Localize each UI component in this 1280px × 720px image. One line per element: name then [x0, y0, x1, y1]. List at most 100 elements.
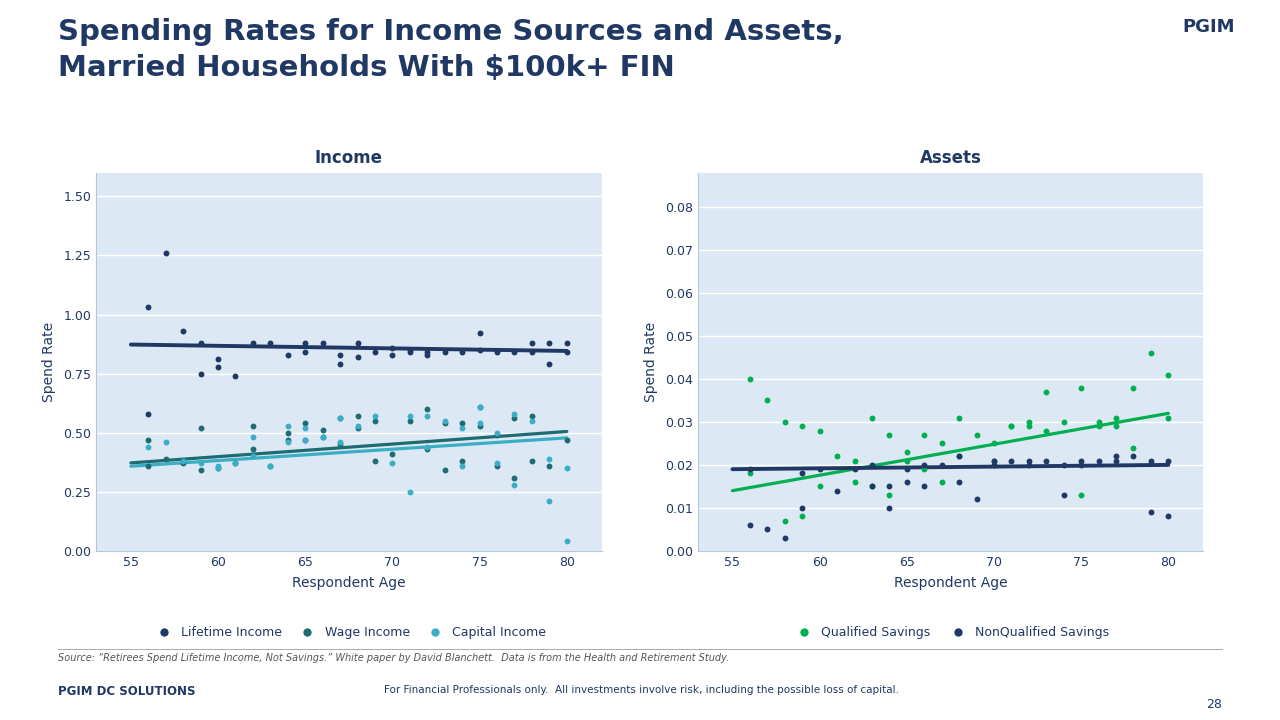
Point	[470, 420, 490, 431]
Point	[539, 495, 559, 507]
Text: 28: 28	[1207, 698, 1222, 711]
Point	[138, 460, 159, 472]
Point	[1053, 459, 1074, 471]
Text: PGIM DC SOLUTIONS: PGIM DC SOLUTIONS	[58, 685, 195, 698]
Point	[243, 420, 264, 431]
Point	[383, 458, 403, 469]
Point	[539, 460, 559, 472]
Point	[470, 401, 490, 413]
Point	[278, 436, 298, 448]
Point	[1106, 455, 1126, 467]
Point	[312, 337, 333, 348]
Point	[896, 477, 916, 488]
Point	[155, 248, 175, 259]
Point	[1140, 506, 1161, 518]
Point	[914, 481, 934, 492]
Point	[207, 361, 228, 372]
Text: For Financial Professionals only.  All investments involve risk, including the p: For Financial Professionals only. All in…	[384, 685, 899, 696]
Point	[879, 502, 900, 513]
Title: Income: Income	[315, 149, 383, 167]
Point	[260, 460, 280, 472]
Point	[1019, 455, 1039, 467]
Point	[155, 453, 175, 464]
Point	[557, 536, 577, 547]
Point	[278, 427, 298, 438]
Point	[1158, 412, 1179, 423]
Point	[948, 477, 969, 488]
Point	[294, 434, 315, 446]
Point	[312, 431, 333, 443]
Point	[504, 408, 525, 420]
Text: Source: “Retirees Spend Lifetime Income, Not Savings.” White paper by David Blan: Source: “Retirees Spend Lifetime Income,…	[58, 653, 728, 663]
Point	[1019, 416, 1039, 428]
Point	[522, 337, 543, 348]
Point	[365, 455, 385, 467]
Point	[557, 337, 577, 348]
Point	[984, 438, 1005, 449]
Point	[294, 418, 315, 429]
Point	[330, 413, 351, 424]
Point	[522, 415, 543, 427]
Point	[809, 481, 829, 492]
Point	[809, 425, 829, 436]
Point	[486, 427, 507, 438]
Point	[383, 349, 403, 361]
Point	[399, 410, 420, 422]
Point	[845, 477, 865, 488]
Point	[191, 337, 211, 348]
Point	[896, 446, 916, 458]
Point	[138, 434, 159, 446]
Text: PGIM: PGIM	[1183, 18, 1235, 36]
Point	[365, 346, 385, 358]
Point	[1071, 382, 1092, 393]
Point	[879, 481, 900, 492]
Point	[330, 359, 351, 370]
Point	[932, 459, 952, 471]
Point	[399, 344, 420, 356]
Point	[879, 489, 900, 500]
Point	[173, 325, 193, 337]
Point	[1124, 451, 1144, 462]
Point	[1106, 420, 1126, 432]
Point	[452, 460, 472, 472]
Point	[225, 370, 246, 382]
Point	[539, 453, 559, 464]
Point	[1019, 459, 1039, 471]
Point	[1071, 459, 1092, 471]
Point	[948, 412, 969, 423]
Point	[138, 302, 159, 313]
Point	[452, 346, 472, 358]
X-axis label: Respondent Age: Respondent Age	[893, 575, 1007, 590]
Point	[452, 455, 472, 467]
Point	[486, 429, 507, 441]
Point	[792, 502, 813, 513]
Point	[243, 451, 264, 462]
Point	[522, 455, 543, 467]
Point	[966, 429, 987, 441]
Legend: Lifetime Income, Wage Income, Capital Income: Lifetime Income, Wage Income, Capital In…	[146, 621, 552, 644]
X-axis label: Respondent Age: Respondent Age	[292, 575, 406, 590]
Point	[557, 434, 577, 446]
Point	[207, 460, 228, 472]
Point	[347, 422, 367, 433]
Point	[1071, 455, 1092, 467]
Point	[1158, 369, 1179, 380]
Point	[243, 444, 264, 455]
Point	[1036, 455, 1056, 467]
Point	[365, 410, 385, 422]
Point	[756, 523, 777, 535]
Point	[861, 481, 882, 492]
Point	[879, 429, 900, 441]
Point	[756, 395, 777, 406]
Point	[243, 431, 264, 443]
Point	[417, 410, 438, 422]
Point	[896, 455, 916, 467]
Point	[417, 349, 438, 361]
Point	[365, 415, 385, 427]
Point	[312, 431, 333, 443]
Point	[417, 403, 438, 415]
Title: Assets: Assets	[919, 149, 982, 167]
Point	[138, 408, 159, 420]
Point	[966, 493, 987, 505]
Point	[1001, 420, 1021, 432]
